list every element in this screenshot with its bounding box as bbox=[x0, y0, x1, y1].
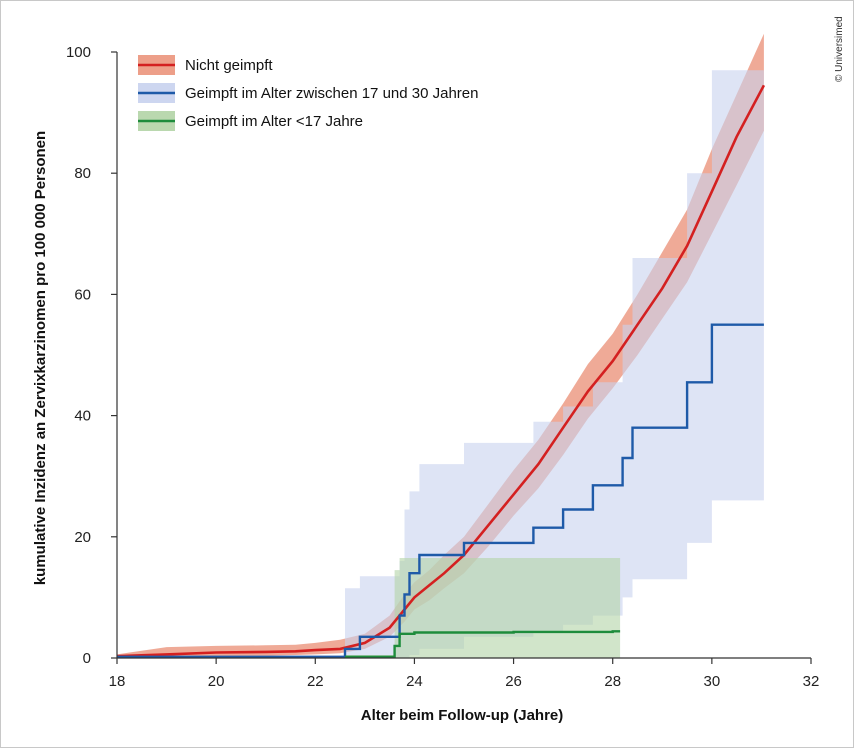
x-tick-label: 22 bbox=[307, 673, 324, 690]
y-axis-title: kumulative Inzidenz an Zervixkarzinomen … bbox=[32, 131, 49, 585]
confidence-band-2 bbox=[117, 70, 764, 658]
y-tick-label: 40 bbox=[74, 408, 91, 425]
legend-label-1: Nicht geimpft bbox=[185, 57, 273, 74]
x-tick-label: 30 bbox=[704, 673, 721, 690]
y-tick-label: 100 bbox=[66, 44, 91, 61]
y-tick-label: 80 bbox=[74, 165, 91, 182]
series-line-2 bbox=[117, 323, 764, 658]
series-line-3 bbox=[345, 630, 621, 658]
y-tick-label: 60 bbox=[74, 286, 91, 303]
legend-label-3: Geimpft im Alter <17 Jahre bbox=[185, 113, 363, 130]
credit-label: © Universimed bbox=[834, 16, 845, 82]
legend-label-2: Geimpft im Alter zwischen 17 und 30 Jahr… bbox=[185, 85, 478, 102]
series-line-1 bbox=[116, 84, 766, 658]
legend: Nicht geimpft Geimpft im Alter zwischen 1… bbox=[138, 55, 478, 131]
x-tick-label: 26 bbox=[505, 673, 522, 690]
series-lines bbox=[116, 84, 766, 658]
axes: 18 20 22 24 26 28 30 32 0 20 40 60 80 100 bbox=[66, 44, 819, 690]
x-tick-label: 28 bbox=[604, 673, 621, 690]
x-tick-label: 24 bbox=[406, 673, 423, 690]
y-tick-label: 20 bbox=[74, 529, 91, 546]
x-tick-label: 32 bbox=[803, 673, 820, 690]
x-tick-label: 18 bbox=[109, 673, 126, 690]
x-tick-label: 20 bbox=[208, 673, 225, 690]
x-axis-title: Alter beim Follow-up (Jahre) bbox=[361, 707, 564, 724]
y-tick-label: 0 bbox=[83, 650, 91, 667]
